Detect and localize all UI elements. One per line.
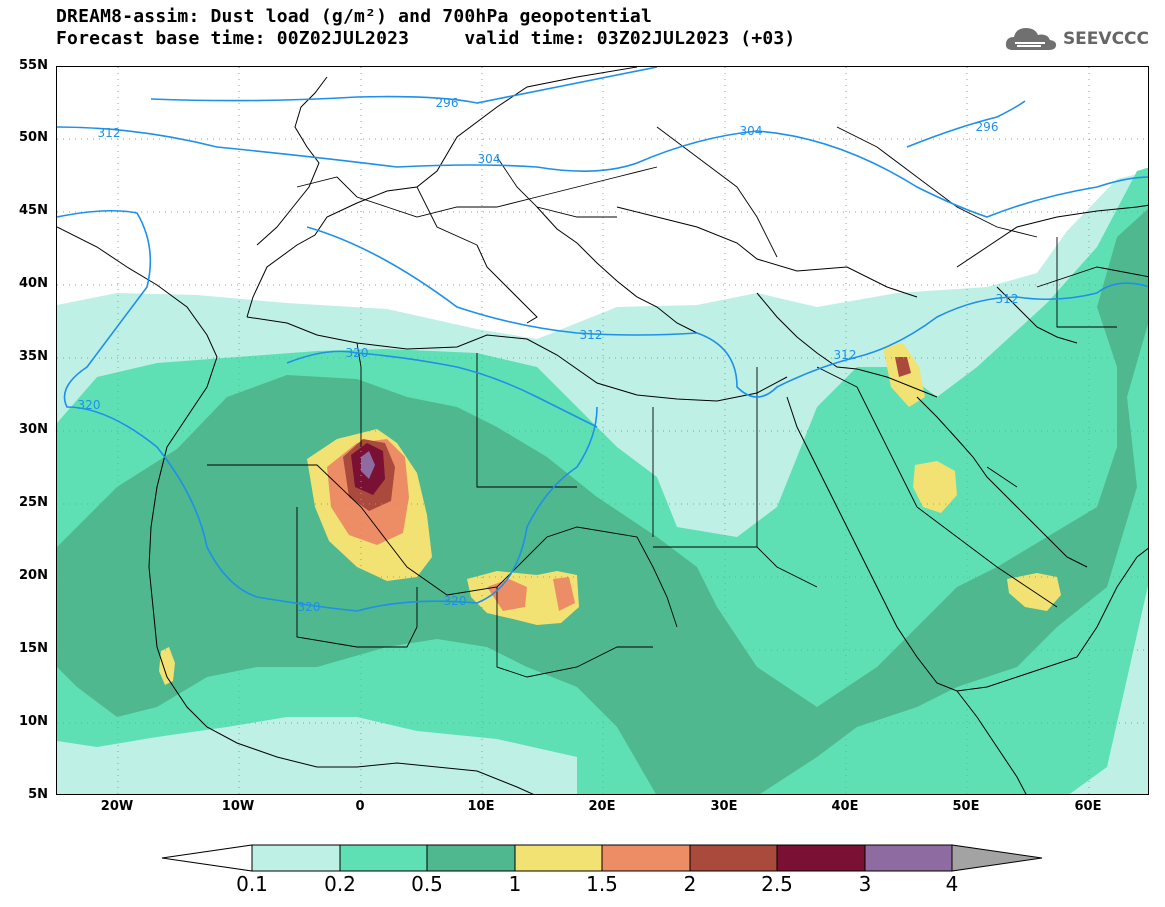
contour-label: 304 [478,152,501,166]
lat-label: 40N [19,276,48,291]
colorbar-segment [601,844,691,872]
lon-label: 60E [1074,799,1102,814]
lat-label: 30N [19,422,48,437]
contour-label: 320 [444,594,467,608]
borders [207,126,1148,678]
dust-shade-1d [913,461,957,513]
contour-label-group: 296 312 304 296 304 312 320 312 320 312 … [78,96,1019,614]
lon-label: 50E [952,799,980,814]
lon-label: 20W [100,799,134,814]
colorbar-label: 3 [858,872,872,896]
contour-label: 296 [436,96,459,110]
colorbar-label: 0.1 [236,872,268,896]
contour-label: 320 [346,346,369,360]
contour-label: 312 [98,126,121,140]
colorbar-segment [161,844,253,872]
coastlines [57,67,1148,794]
dust-shade-3 [361,451,375,479]
lon-label: 30E [710,799,738,814]
lon-label: 20E [588,799,616,814]
dust-shade-2b [895,357,911,377]
lat-label: 50N [19,130,48,145]
colorbar-label: 2.5 [761,872,793,896]
colorbar-segment [339,844,428,872]
contour-label: 312 [834,348,857,362]
dust-shade-1f [159,647,175,685]
lat-label: 45N [19,203,48,218]
graticule [57,67,1148,794]
colorbar-segment [514,844,603,872]
lon-label: 10W [221,799,255,814]
contour-label: 320 [78,398,101,412]
lon-label: 10E [467,799,495,814]
lon-label: 40E [831,799,859,814]
colorbar-label: 2 [683,872,697,896]
lat-label: 25N [19,495,48,510]
dust-shade-1-5c [553,577,575,611]
colorbar-segment [426,844,516,872]
title-line-2: Forecast base time: 00Z02JUL2023 valid t… [56,28,796,49]
lat-label: 5N [28,787,48,802]
colorbar-segment [689,844,778,872]
colorbar-segment [864,844,953,872]
lat-label: 35N [19,349,48,364]
colorbar-segment [251,844,341,872]
geopotential-contours [57,67,1148,612]
colorbar-label: 1 [508,872,522,896]
colorbar-segment [951,844,1043,872]
title-line-1: DREAM8-assim: Dust load (g/m²) and 700hP… [56,6,652,27]
contour-label: 320 [298,600,321,614]
colorbar-label: 0.5 [411,872,443,896]
colorbar-label: 4 [945,872,959,896]
seevccc-logo: SEEVCCC [1003,24,1149,54]
map-panel: 296 312 304 296 304 312 320 312 320 312 … [56,66,1149,795]
lat-label: 10N [19,714,48,729]
cloud-icon [1005,28,1057,50]
colorbar-label: 0.2 [324,872,356,896]
colorbar [161,844,1043,872]
logo-text: SEEVCCC [1062,29,1149,49]
lat-label: 20N [19,568,48,583]
dust-shade-0-5 [57,208,1148,794]
dust-map: 296 312 304 296 304 312 320 312 320 312 … [57,67,1148,794]
lat-label: 55N [19,58,48,73]
lon-label: 0 [355,799,365,814]
lat-label: 15N [19,641,48,656]
contour-label: 312 [580,328,603,342]
contour-label: 304 [740,124,763,138]
colorbar-label: 1.5 [586,872,618,896]
contour-label: 296 [976,120,999,134]
colorbar-segment [776,844,866,872]
contour-label: 312 [996,292,1019,306]
